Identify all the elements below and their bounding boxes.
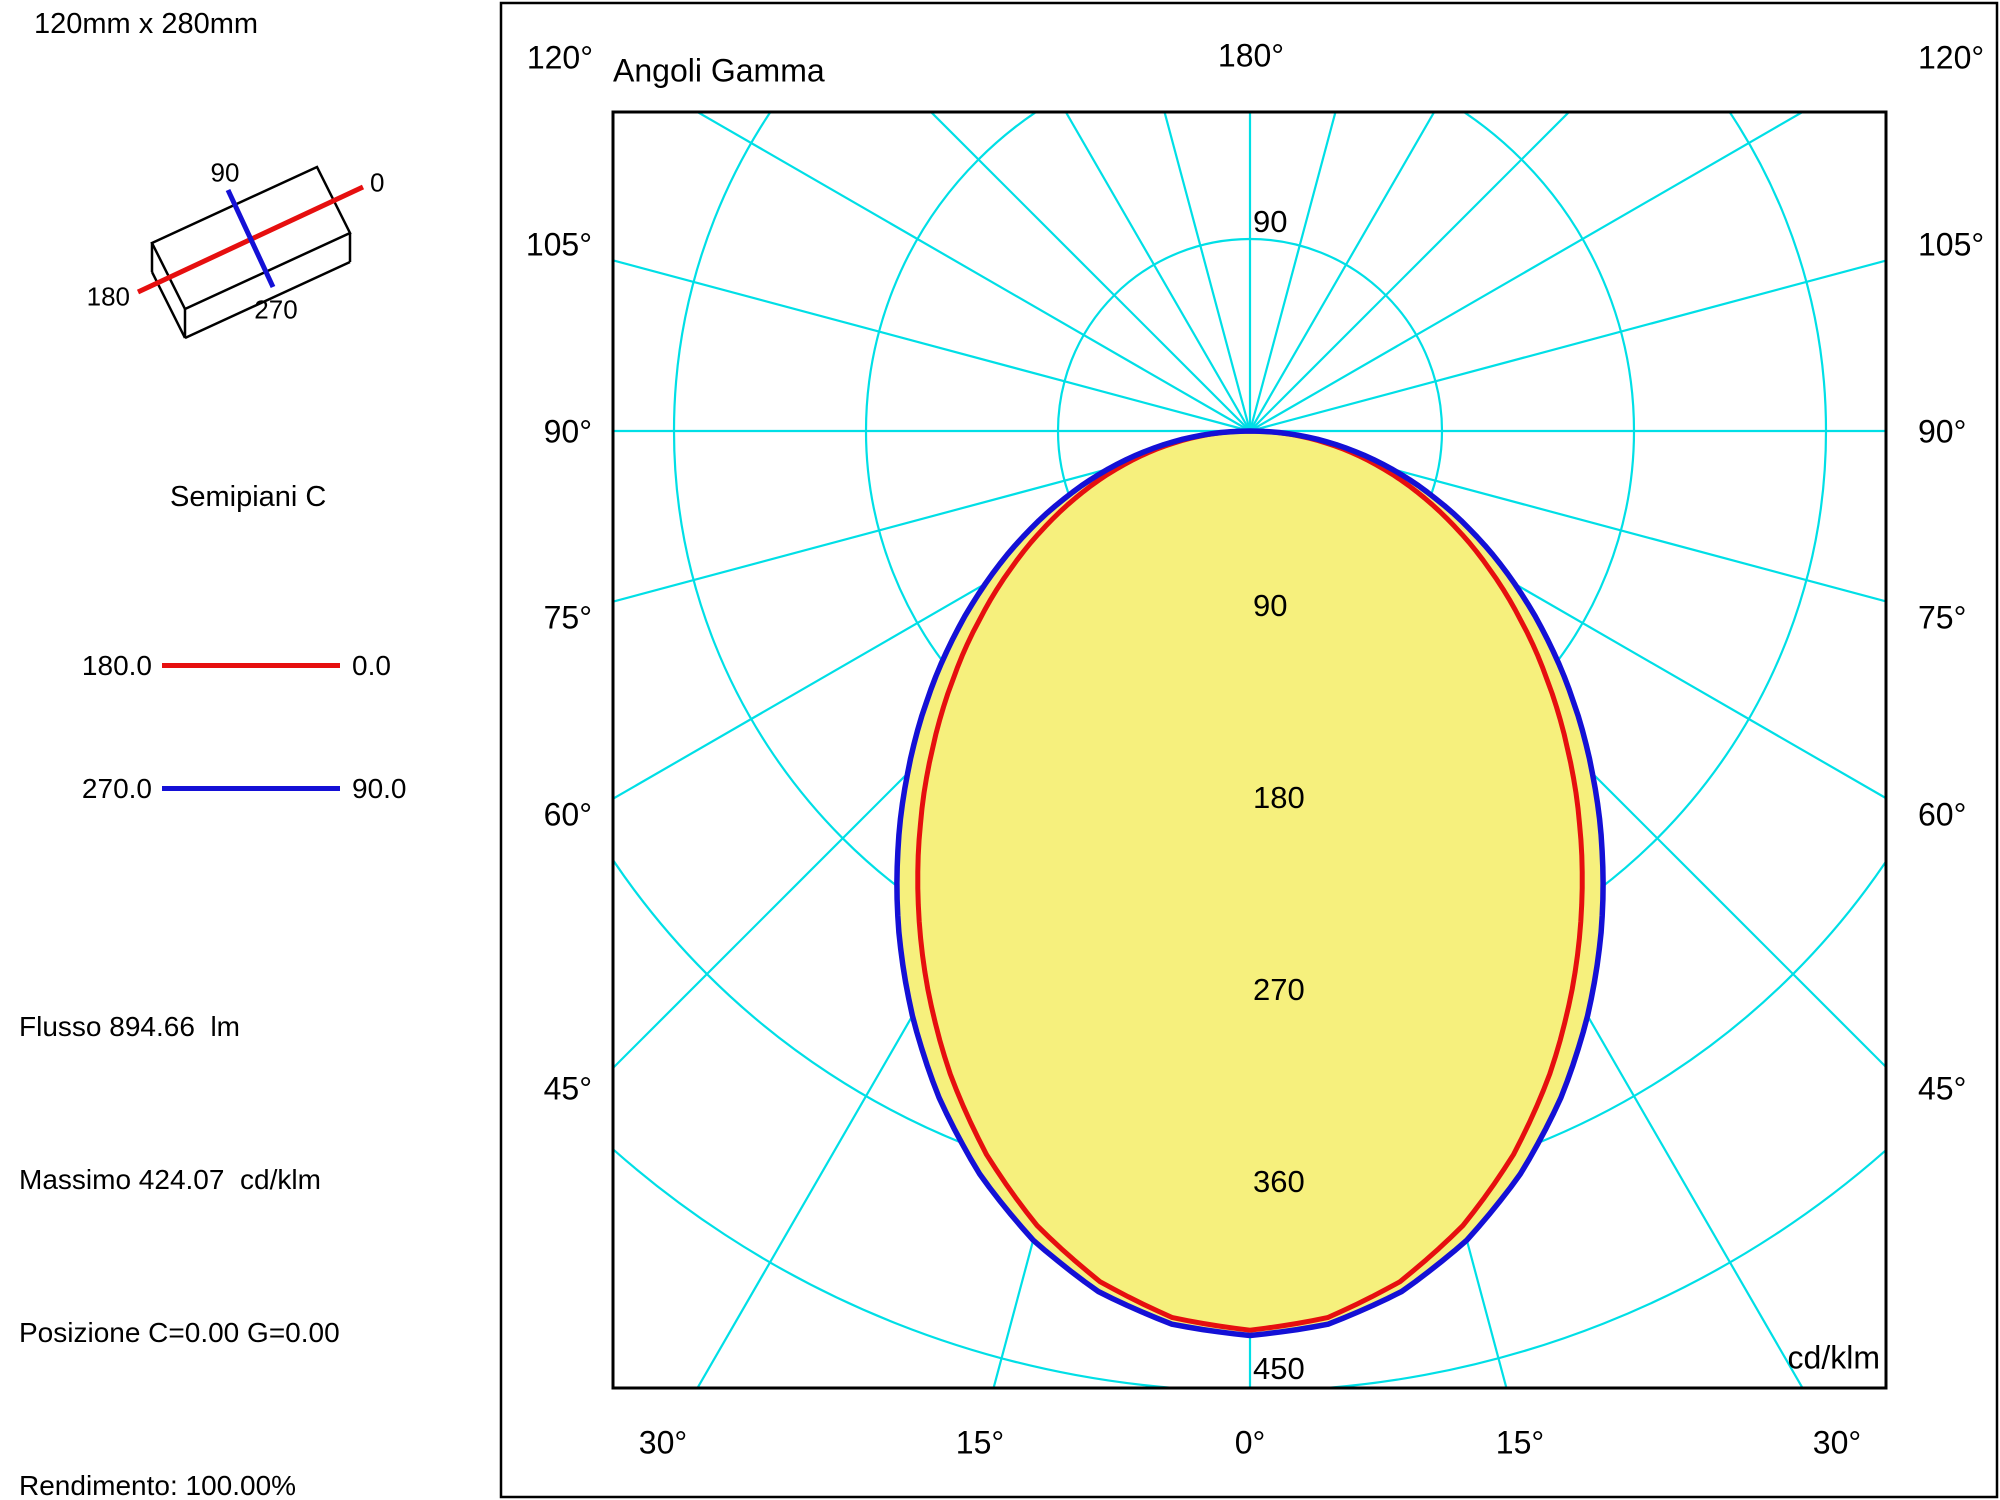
photometric-summary: Flusso 894.66 lm Massimo 424.07 cd/klm P… <box>19 899 340 1500</box>
grid-ray <box>1249 259 1885 433</box>
gamma-label-left-90: 90° <box>544 414 592 450</box>
gamma-label-bottom-15R: 15° <box>1496 1425 1544 1461</box>
gamma-label-right-90: 90° <box>1918 414 1966 450</box>
gamma-label-right-75: 75° <box>1918 600 1966 636</box>
luminaire-orientation-sketch: 90 0 180 270 <box>87 157 384 340</box>
grid-ray <box>1163 113 1252 432</box>
gamma-label-left-120: 120° <box>527 40 593 76</box>
grid-ray <box>697 113 1251 432</box>
gamma-label-right-120: 120° <box>1918 40 1984 76</box>
sketch-label-270: 270 <box>254 294 297 324</box>
gamma-label-bottom-30L: 30° <box>639 1425 687 1461</box>
diagram-frame <box>611 110 1888 1390</box>
panel-border <box>499 1 1999 1499</box>
ring-label-180: 180 <box>1253 780 1305 815</box>
curve-c180-c0 <box>915 428 1585 1333</box>
gamma-label-right-105: 105° <box>1918 227 1984 263</box>
ring-label-360: 360 <box>1253 1164 1305 1199</box>
legend-blue-line <box>162 786 340 791</box>
gamma-label-top-180: 180° <box>1218 38 1284 74</box>
legend-blue-left-label: 270.0 <box>81 773 152 804</box>
sketch-label-90: 90 <box>211 157 240 187</box>
sketch-label-180: 180 <box>87 281 130 311</box>
position-line: Posizione C=0.00 G=0.00 <box>19 1317 340 1348</box>
unit-label: cd/klm <box>1788 1340 1880 1376</box>
gamma-label-bottom-15L: 15° <box>956 1425 1004 1461</box>
semipiani-title: Semipiani C <box>170 481 327 513</box>
legend-red-left-label: 180.0 <box>81 650 152 681</box>
grid-ray <box>614 429 1251 603</box>
legend-red-line <box>162 663 340 668</box>
gamma-label-left-75: 75° <box>544 600 592 636</box>
grid-ray <box>1249 113 1803 432</box>
gamma-label-left-45: 45° <box>544 1071 592 1107</box>
grid-ray <box>1248 113 1337 432</box>
legend-red-right-label: 0.0 <box>352 650 391 681</box>
ring-label-450: 450 <box>1253 1351 1305 1386</box>
gamma-label-left-105: 105° <box>526 227 592 263</box>
legend-blue-right-label: 90.0 <box>352 773 407 804</box>
grid-ray <box>1249 113 1435 432</box>
grid-ray <box>1065 113 1251 432</box>
flux-line: Flusso 894.66 lm <box>19 1011 240 1042</box>
curve-c270-c90 <box>894 428 1606 1339</box>
grid-ray <box>614 259 1251 433</box>
luminaire-dimensions-label: 120mm x 280mm <box>34 8 259 40</box>
ring-label-90: 90 <box>1253 588 1287 623</box>
gamma-label-bottom-0: 0° <box>1235 1425 1266 1461</box>
sketch-label-0: 0 <box>370 167 384 197</box>
chart-title: Angoli Gamma <box>613 53 825 89</box>
ring-label-90-top: 90 <box>1253 204 1287 239</box>
distribution-fill <box>896 431 1604 1336</box>
ring-label-270: 270 <box>1253 972 1305 1007</box>
gamma-label-left-60: 60° <box>544 797 592 833</box>
gamma-label-right-45: 45° <box>1918 1071 1966 1107</box>
grid-ray <box>1249 113 1570 432</box>
gamma-label-bottom-30R: 30° <box>1813 1425 1861 1461</box>
gamma-label-right-60: 60° <box>1918 797 1966 833</box>
c90-c270-axis-line <box>225 188 276 289</box>
efficiency-line: Rendimento: 100.00% <box>19 1470 297 1500</box>
grid-ray <box>1249 429 1885 603</box>
grid-ray <box>930 113 1251 432</box>
intensity-curves <box>894 428 1606 1339</box>
maximum-line: Massimo 424.07 cd/klm <box>19 1164 321 1195</box>
